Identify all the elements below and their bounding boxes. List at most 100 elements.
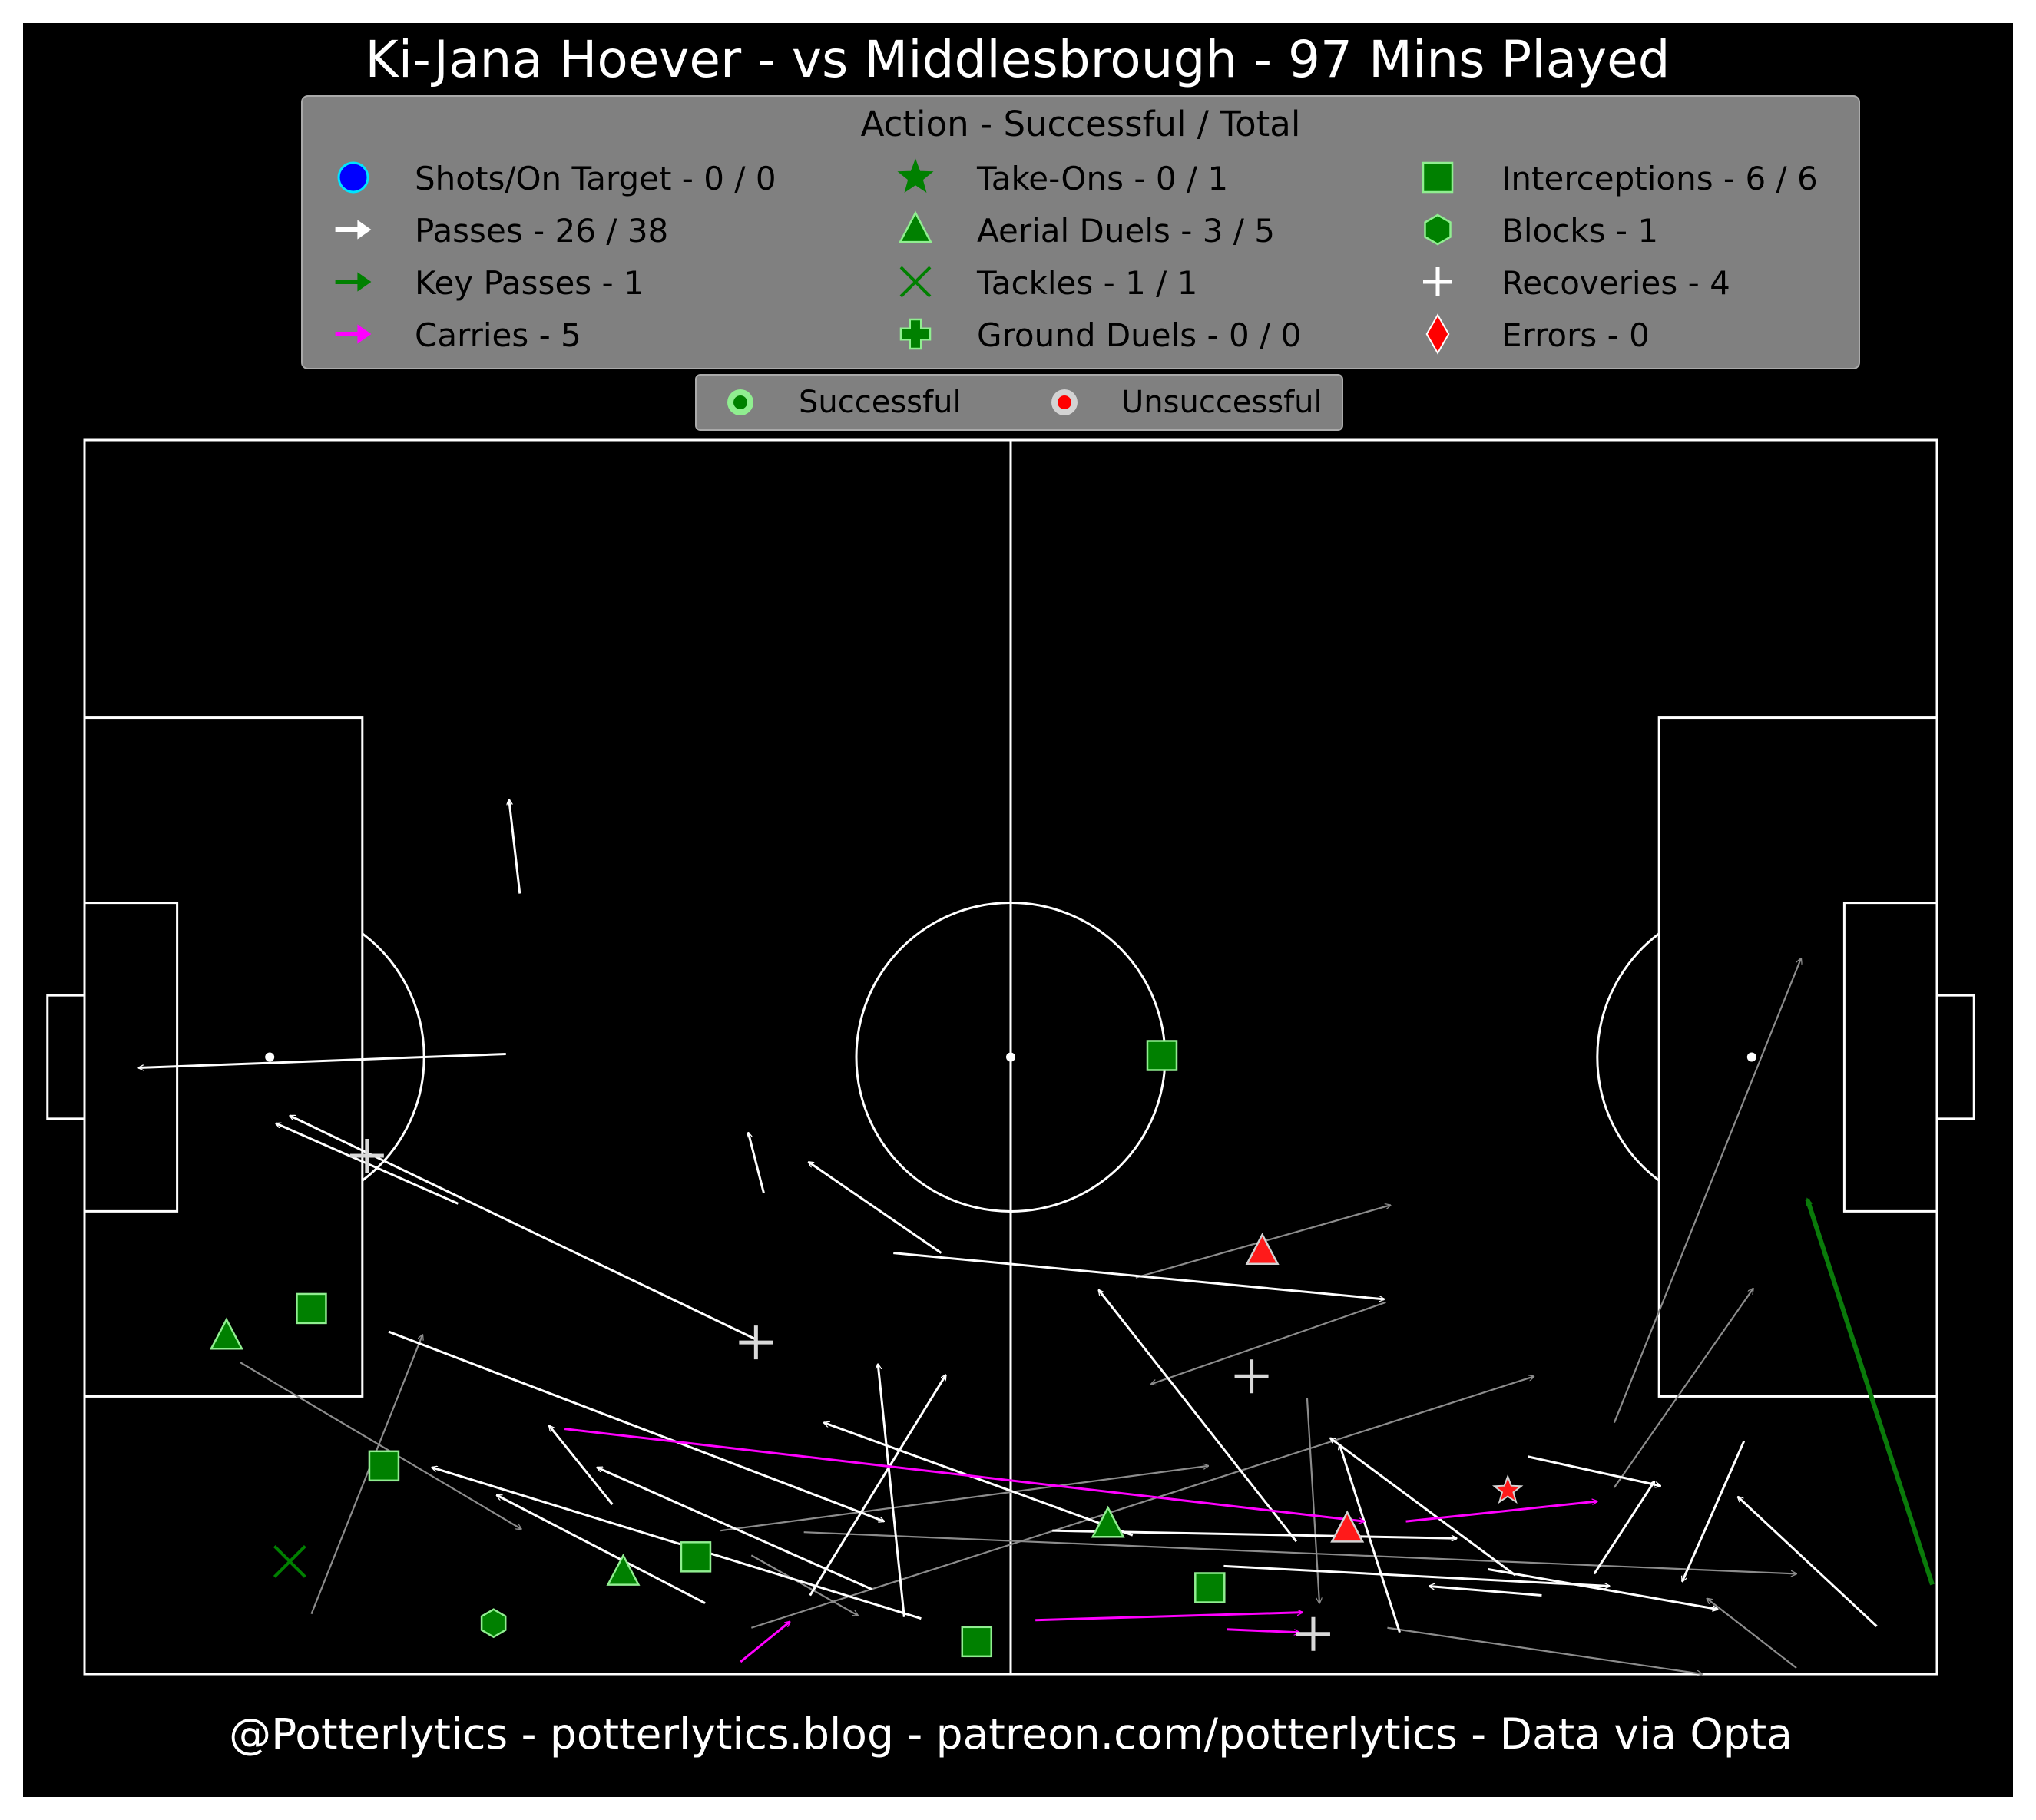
outcome-label-unsuccessful: Unsuccessful <box>1121 385 1323 420</box>
chart-footer: @Potterlytics - potterlytics.blog - patr… <box>229 1709 1793 1759</box>
aerial-duel-4 <box>1330 1510 1365 1543</box>
successful-pass-11 <box>809 1375 947 1597</box>
unsuccessful-pass-11 <box>1387 1626 1702 1674</box>
legend-marker-passes-head <box>357 220 372 240</box>
unsuccessful-pass-0 <box>310 1335 422 1615</box>
left-goal <box>46 994 86 1120</box>
aerial-duel-1 <box>606 1553 641 1586</box>
legend-label-interceptions: Interceptions - 6 / 6 <box>1501 160 1818 197</box>
unsuccessful-pass-4 <box>1306 1398 1319 1603</box>
legend-marker-carries-head <box>357 324 372 344</box>
carry-0 <box>564 1428 1364 1522</box>
aerial-duel-0-shape <box>209 1317 243 1350</box>
successful-pass-14 <box>1099 1290 1298 1543</box>
legend-label-recoveries: Recoveries - 4 <box>1501 264 1730 302</box>
successful-pass-20 <box>1223 1564 1609 1586</box>
legend-label-carries: Carries - 5 <box>415 316 581 354</box>
interception-2-shape <box>368 1450 400 1482</box>
chart-title: Ki-Jana Hoever - vs Middlesbrough - 97 M… <box>365 30 1670 89</box>
recovery-0 <box>349 1139 384 1173</box>
legend: Action - Successful / Total Shots/On Tar… <box>301 95 1860 369</box>
successful-pass-5 <box>388 1330 884 1521</box>
legend-label-blocks: Blocks - 1 <box>1501 212 1658 250</box>
legend-marker-aerial <box>898 210 933 243</box>
take-on-0 <box>1491 1474 1524 1504</box>
aerial-duel-2 <box>1091 1505 1125 1538</box>
successful-pass-9 <box>824 1423 1134 1537</box>
legend-marker-key_passes <box>335 272 372 292</box>
interception-1-shape <box>296 1292 327 1325</box>
legend-marker-shots-shape <box>337 161 369 194</box>
legend-items: Shots/On Target - 0 / 0 Passes - 26 / 38 K… <box>335 158 1818 355</box>
legend-label-take_ons: Take-Ons - 0 / 1 <box>976 160 1228 197</box>
legend-marker-interceptions-shape <box>1422 161 1454 194</box>
aerial-duel-2-shape <box>1091 1505 1125 1538</box>
successful-pass-22 <box>1339 1444 1401 1633</box>
successful-pass-1 <box>138 1052 506 1067</box>
interception-1 <box>296 1292 327 1325</box>
carry-3 <box>1035 1613 1303 1622</box>
carry-4 <box>1227 1628 1299 1633</box>
legend-marker-aerial-shape <box>898 210 933 243</box>
unsuccessful-pass-3 <box>720 1466 1208 1532</box>
legend-marker-ground-shape <box>899 318 932 350</box>
aerial-duel-3 <box>1245 1233 1280 1266</box>
successful-pass-10 <box>878 1364 905 1617</box>
outcome-label-successful: Successful <box>799 385 962 420</box>
unsuccessful-pass-2 <box>750 1554 858 1615</box>
interception-3-shape <box>680 1541 712 1573</box>
legend-marker-take_ons <box>897 158 934 194</box>
aerial-duel-0 <box>209 1317 243 1350</box>
legend-marker-tackles-stroke-b <box>899 266 932 298</box>
block-0-shape <box>480 1608 507 1639</box>
unsuccessful-pass-8 <box>803 1531 1796 1573</box>
legend-box <box>301 95 1860 369</box>
successful-pass-23 <box>1593 1481 1656 1575</box>
legend-marker-tackles <box>899 266 932 298</box>
left-penalty-spot <box>265 1052 275 1062</box>
legend-marker-carries <box>335 324 372 344</box>
legend-marker-take_ons-shape <box>897 158 934 194</box>
outcome-legend-box <box>695 374 1343 431</box>
successful-pass-19 <box>1330 1438 1517 1577</box>
aerial-duel-4-shape <box>1330 1510 1365 1543</box>
successful-pass-15 <box>893 1252 1384 1299</box>
legend-marker-blocks <box>1424 213 1452 246</box>
legend-label-tackles: Tackles - 1 / 1 <box>976 264 1197 302</box>
successful-pass-0 <box>509 799 521 894</box>
markers-layer <box>209 1040 1524 1658</box>
successful-pass-8 <box>432 1468 922 1620</box>
legend-label-shots: Shots/On Target - 0 / 0 <box>415 160 776 197</box>
legend-label-ground: Ground Duels - 0 / 0 <box>977 316 1301 354</box>
successful-pass-18 <box>1429 1587 1542 1597</box>
aerial-duel-1-shape <box>606 1553 641 1586</box>
outcome-marker-successful <box>733 395 747 409</box>
interception-4 <box>961 1626 993 1658</box>
interception-0 <box>1146 1040 1178 1071</box>
interception-0-shape <box>1146 1040 1178 1071</box>
tackle-0 <box>273 1544 306 1578</box>
right-penalty-spot <box>1746 1052 1756 1062</box>
unsuccessful-pass-12 <box>1707 1599 1797 1669</box>
interception-2 <box>368 1450 400 1482</box>
carry-2 <box>740 1622 790 1663</box>
recovery-3 <box>1296 1616 1330 1651</box>
legend-title: Action - Successful / Total <box>861 104 1301 144</box>
legend-marker-recoveries <box>1423 267 1452 296</box>
outcome-items: Successful Unsuccessful <box>727 385 1323 420</box>
interception-4-shape <box>961 1626 993 1658</box>
legend-marker-ground <box>899 318 932 350</box>
successful-pass-6 <box>748 1133 765 1193</box>
centre-spot <box>1006 1052 1015 1062</box>
legend-label-errors: Errors - 0 <box>1501 316 1650 354</box>
interception-5-shape <box>1194 1572 1226 1603</box>
successful-pass-24 <box>1738 1497 1878 1627</box>
legend-marker-blocks-shape <box>1424 213 1452 246</box>
tackle-0-stroke-b <box>273 1544 306 1578</box>
successful-pass-25 <box>1487 1567 1717 1609</box>
legend-marker-errors-shape <box>1425 313 1450 355</box>
recovery-2 <box>1234 1359 1269 1394</box>
legend-marker-interceptions <box>1422 161 1454 194</box>
unsuccessful-pass-1 <box>240 1362 521 1529</box>
